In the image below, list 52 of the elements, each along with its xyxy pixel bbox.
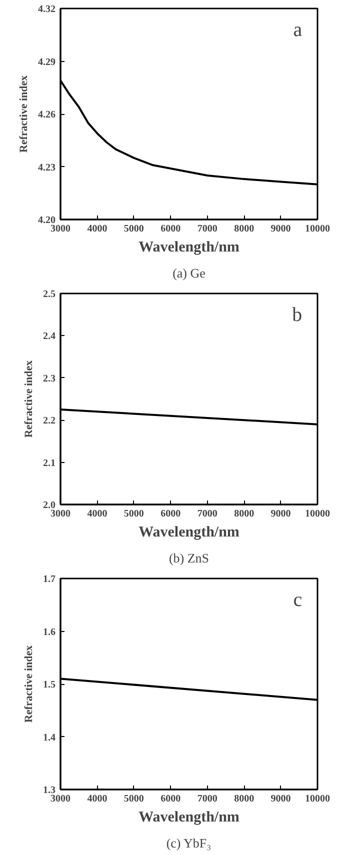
- text: a: [293, 19, 302, 42]
- y-tick-label: 1.3: [43, 785, 56, 796]
- x-tick-label: 7000: [197, 794, 218, 804]
- y-axis-title: Refractive index: [23, 360, 35, 438]
- x-tick-label: 4000: [87, 508, 108, 520]
- x-tick-label: 3000: [50, 794, 70, 804]
- x-tick-label: 3000: [50, 508, 70, 520]
- text: (a) Ge: [172, 266, 206, 280]
- x-tick-label: 7000: [197, 224, 218, 234]
- y-tick-label: 1.5: [43, 680, 56, 690]
- text: (c) YbF₃: [166, 836, 212, 850]
- y-tick-label: 4.29: [38, 56, 56, 68]
- y-axis-title: Refractive index: [23, 644, 35, 723]
- text: c: [293, 589, 302, 612]
- x-tick-label: 8000: [234, 508, 254, 520]
- text: b: [292, 304, 302, 326]
- x-tick-label: 8000: [234, 224, 254, 234]
- text: (b) ZnS: [168, 550, 210, 566]
- y-tick-label: 4.32: [38, 4, 56, 15]
- x-tick-label: 6000: [160, 794, 181, 804]
- x-axis-title: Wavelength/nm: [138, 524, 240, 540]
- x-tick-label: 3000: [50, 224, 70, 234]
- y-tick-label: 2.4: [43, 331, 56, 342]
- y-tick-label: 4.20: [38, 215, 56, 226]
- y-tick-label: 1.6: [43, 626, 56, 638]
- x-tick-label: 6000: [160, 224, 181, 234]
- x-tick-label: 5000: [124, 508, 144, 520]
- y-axis-title: Refractive index: [18, 74, 30, 153]
- x-tick-label: 6000: [160, 508, 181, 520]
- x-tick-label: 10000: [305, 224, 330, 234]
- x-tick-label: 9000: [270, 794, 291, 804]
- y-tick-label: 1.7: [43, 574, 56, 585]
- x-tick-label: 5000: [124, 794, 144, 804]
- x-axis-title: Wavelength/nm: [138, 810, 240, 826]
- y-tick-label: 2.0: [43, 500, 56, 511]
- x-tick-label: 8000: [234, 794, 254, 804]
- y-tick-label: 2.5: [43, 289, 56, 300]
- x-tick-label: 4000: [87, 224, 108, 234]
- x-axis-title: Wavelength/nm: [138, 240, 240, 256]
- x-tick-label: 4000: [87, 794, 108, 804]
- x-tick-label: 9000: [270, 508, 291, 520]
- y-tick-label: 2.3: [43, 373, 56, 384]
- x-tick-label: 10000: [305, 508, 330, 520]
- y-tick-label: 2.1: [43, 458, 56, 469]
- y-tick-label: 1.4: [43, 732, 56, 744]
- x-tick-label: 10000: [305, 794, 330, 804]
- y-tick-label: 4.23: [38, 162, 56, 174]
- x-tick-label: 9000: [270, 224, 291, 234]
- y-tick-label: 2.2: [43, 416, 56, 427]
- x-tick-label: 5000: [124, 224, 144, 234]
- y-tick-label: 4.26: [38, 110, 56, 120]
- x-tick-label: 7000: [197, 508, 218, 520]
